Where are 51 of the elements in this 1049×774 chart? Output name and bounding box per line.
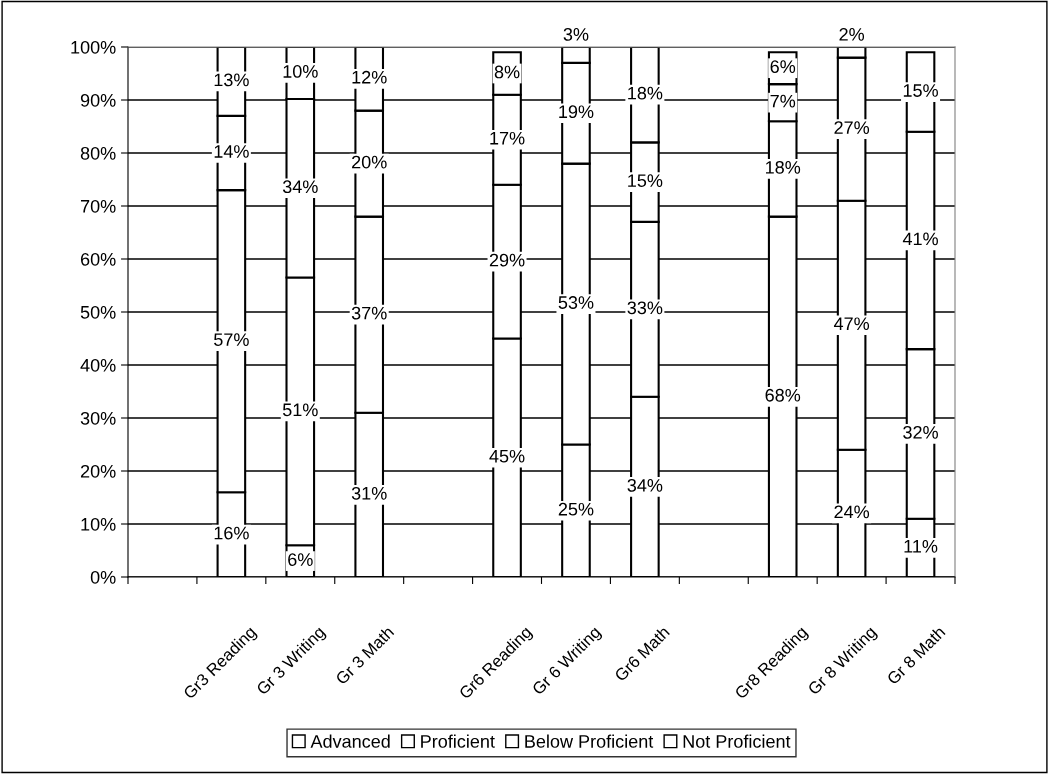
text: 6% [288,553,313,566]
text: 68% [765,388,801,402]
legend-label: Proficient [421,734,495,748]
text: 7% [770,94,796,108]
text: 16% [214,526,249,540]
text: 47% [833,317,870,331]
legend-label: Advanced [310,734,390,748]
text: 24% [834,505,870,519]
text: 13% [214,73,249,87]
y-tick-label: 80% [80,146,116,160]
y-tick-label: 60% [80,252,116,266]
text: 11% [904,539,938,553]
text: 18% [628,86,663,100]
legend-label: Below Proficient [525,734,654,748]
text: 51% [282,403,318,417]
text: 53% [558,296,594,309]
text: 37% [351,306,387,320]
text: 57% [214,333,249,346]
text: 34% [627,478,663,492]
text: 34% [282,180,318,194]
y-tick-label: 40% [80,358,116,372]
text: 29% [489,253,525,267]
text: 15% [903,84,938,97]
text: 33% [627,301,663,315]
y-tick-label: 90% [80,93,116,107]
y-tick-label: 30% [80,411,116,425]
y-tick-label: 70% [80,199,116,213]
text: 14% [214,145,249,158]
text: 17% [490,131,525,145]
y-tick-label: 20% [80,464,116,478]
text: 41% [902,232,938,246]
text: 25% [558,502,594,516]
text: 3% [563,28,589,41]
y-tick-label: 10% [81,517,116,531]
text: 32% [903,425,938,439]
text: 10% [283,65,318,78]
y-tick-label: 0% [90,570,116,584]
text: 45% [489,449,525,463]
text: 18% [766,160,801,174]
y-tick-label: 100% [71,40,116,54]
legend-label: Not Proficient [683,734,791,748]
text: 2% [839,28,865,41]
text: 6% [770,60,796,74]
text: 31% [351,486,387,500]
text: 27% [834,121,870,134]
text: 15% [628,174,663,187]
text: 12% [352,70,387,84]
text: 19% [559,105,594,119]
text: 8% [494,65,520,79]
text: 20% [352,155,387,169]
y-tick-label: 50% [80,305,116,319]
